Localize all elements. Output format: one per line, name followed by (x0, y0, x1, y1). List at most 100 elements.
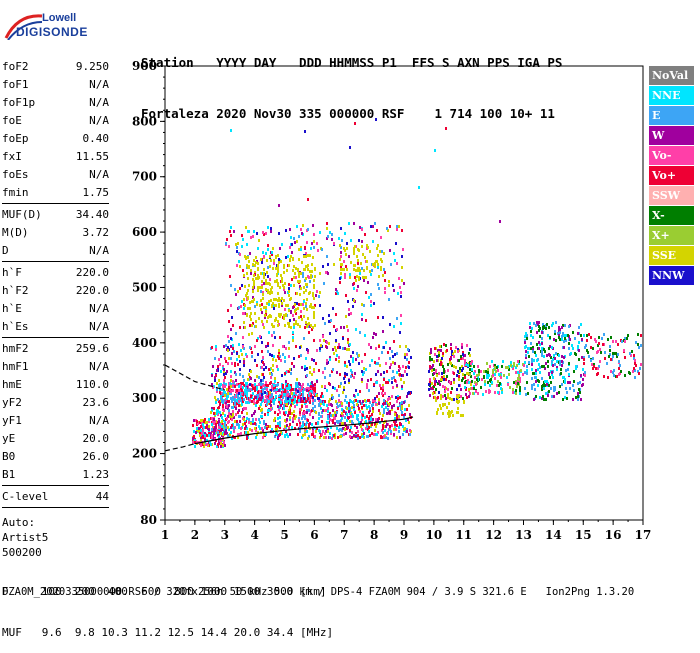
data-point (249, 383, 251, 386)
data-point (560, 368, 562, 371)
trace-line-solid-profile (194, 416, 414, 445)
data-point (273, 298, 275, 301)
plot-area (164, 65, 644, 521)
data-point (227, 426, 229, 429)
data-point (244, 304, 246, 307)
data-point (525, 393, 527, 396)
data-point (274, 280, 276, 283)
data-point (551, 373, 553, 376)
data-point (344, 249, 346, 252)
data-point (544, 380, 546, 383)
data-point (354, 245, 356, 248)
data-point (506, 376, 508, 379)
data-point (347, 300, 349, 303)
data-point (246, 427, 248, 430)
data-point (527, 351, 529, 354)
data-point (267, 226, 269, 229)
data-point (295, 388, 297, 391)
data-point (215, 374, 217, 377)
data-point (350, 312, 352, 315)
data-point (329, 374, 331, 377)
data-point (572, 398, 574, 401)
data-point (398, 426, 400, 429)
data-point (307, 317, 309, 320)
legend-item-noval: NoVal (649, 66, 694, 85)
data-point (217, 365, 219, 368)
data-point (221, 425, 223, 428)
data-point (342, 391, 344, 394)
data-point (348, 410, 350, 413)
data-point (248, 265, 250, 268)
data-point (568, 342, 570, 345)
data-point (408, 361, 410, 364)
data-point (356, 255, 358, 258)
data-point (328, 314, 330, 317)
data-point (561, 360, 563, 363)
data-point (225, 242, 227, 245)
data-point (293, 396, 295, 399)
data-point (311, 381, 313, 384)
data-point (289, 418, 291, 421)
data-point (213, 412, 215, 415)
data-point (339, 277, 341, 280)
data-point (259, 405, 261, 408)
data-point (355, 389, 357, 392)
data-point (237, 242, 239, 245)
data-point (602, 343, 604, 346)
data-point (231, 416, 233, 419)
data-point (278, 313, 280, 316)
data-point (343, 433, 345, 436)
data-point (598, 336, 600, 339)
data-point (396, 436, 398, 439)
data-point (353, 404, 355, 407)
data-point (319, 430, 321, 433)
data-point (358, 407, 360, 410)
data-point (513, 381, 515, 384)
data-point (443, 371, 445, 374)
data-point (298, 235, 300, 238)
data-point (366, 425, 368, 428)
data-point (270, 404, 272, 407)
data-point (240, 399, 242, 402)
data-point (627, 334, 629, 337)
data-point (248, 421, 250, 424)
data-point (450, 347, 452, 350)
data-point (308, 292, 310, 295)
data-point (332, 421, 334, 424)
data-point (624, 337, 626, 340)
data-point (220, 432, 222, 435)
data-point (283, 299, 285, 302)
data-point (615, 352, 617, 355)
data-point (367, 281, 369, 284)
data-point (239, 253, 241, 256)
data-point (526, 369, 528, 372)
data-point (331, 437, 333, 440)
data-point (379, 384, 381, 387)
data-point (199, 432, 201, 435)
data-point (258, 239, 260, 242)
data-point (260, 386, 262, 389)
data-point (251, 384, 253, 387)
data-point (278, 204, 280, 207)
data-point (468, 395, 470, 398)
data-point (277, 422, 279, 425)
data-point (396, 414, 398, 417)
data-point (577, 392, 579, 395)
data-point (316, 427, 318, 430)
data-point (228, 428, 230, 431)
data-point (365, 276, 367, 279)
data-point (368, 411, 370, 414)
data-point (292, 336, 294, 339)
data-point (563, 334, 565, 337)
data-point (318, 417, 320, 420)
data-point (598, 365, 600, 368)
data-point (351, 413, 353, 416)
data-point (366, 406, 368, 409)
data-point (551, 371, 553, 374)
data-point (308, 394, 310, 397)
data-point (606, 362, 608, 365)
data-point (435, 371, 437, 374)
data-point (303, 307, 305, 310)
data-point (262, 251, 264, 254)
data-point (238, 389, 240, 392)
